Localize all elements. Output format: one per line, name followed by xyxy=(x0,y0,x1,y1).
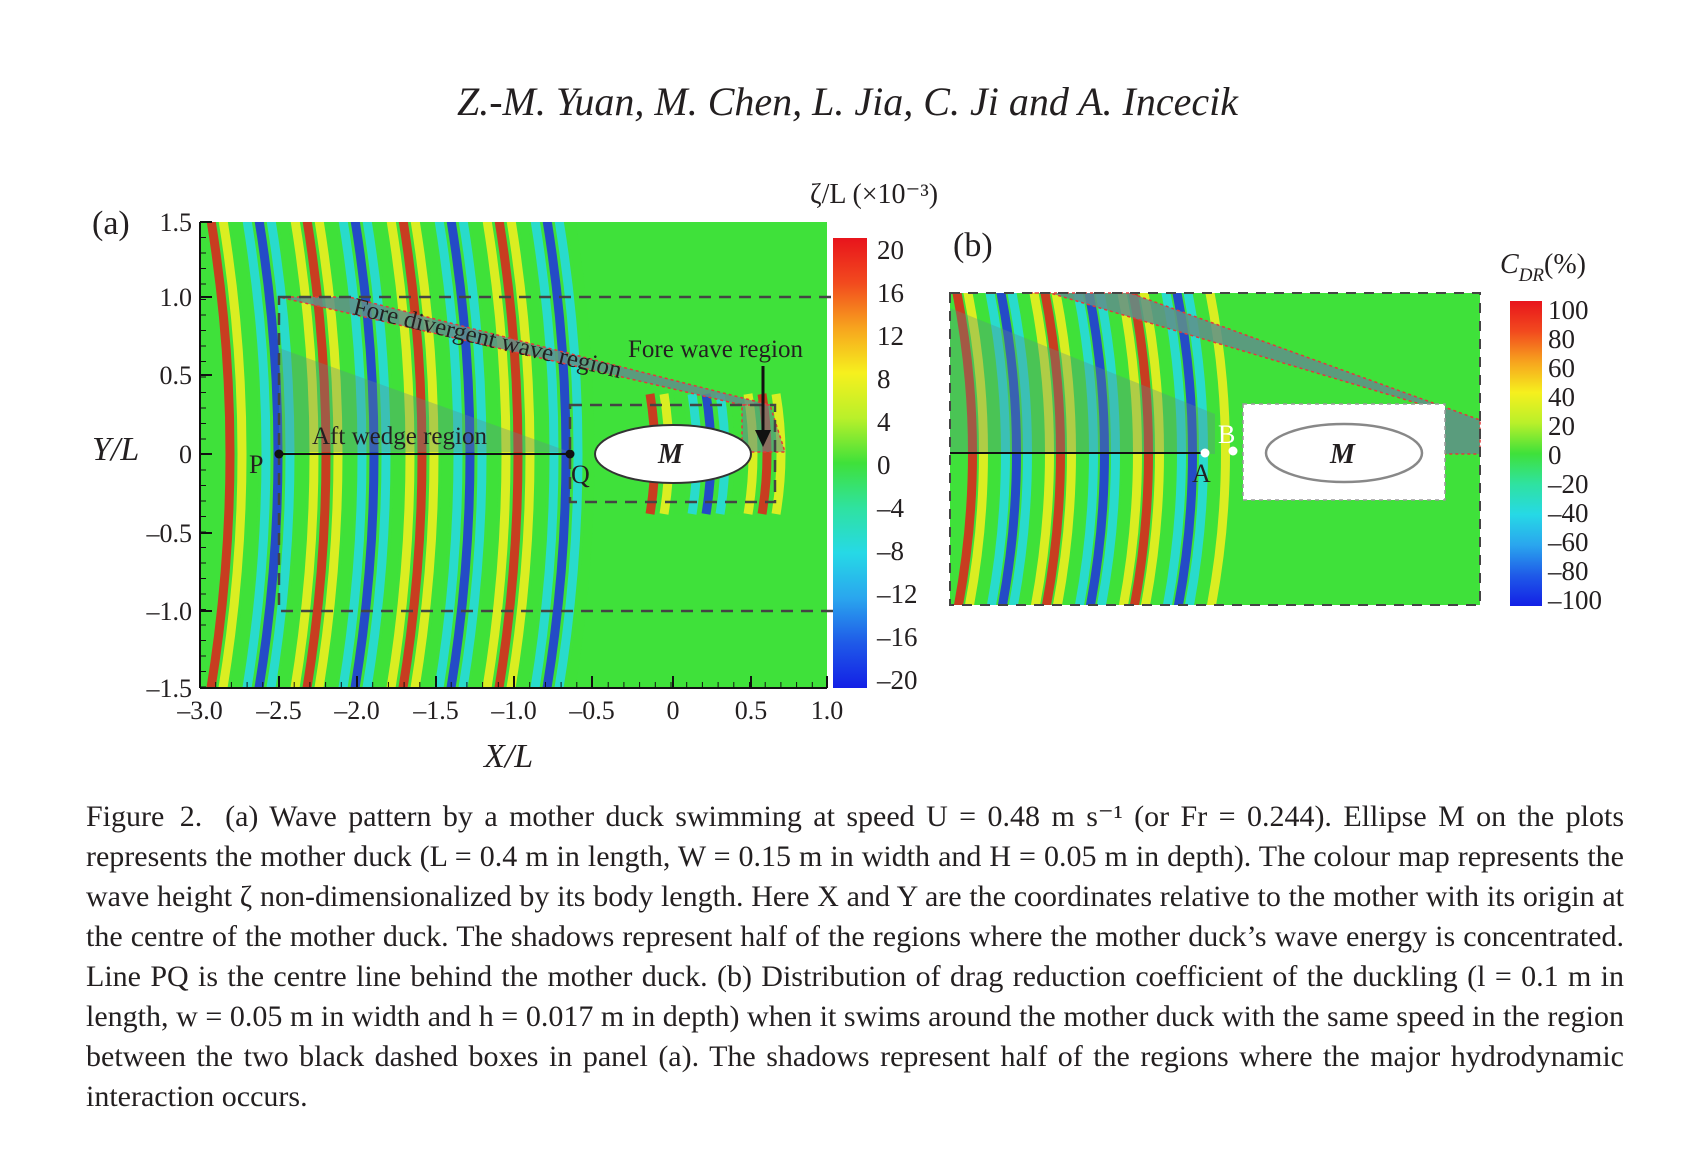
point-b xyxy=(1228,446,1238,456)
colorbar-tick-label: –4 xyxy=(876,493,905,523)
x-tick-label: –0.5 xyxy=(568,696,615,725)
point-a xyxy=(1200,448,1210,458)
mother-duck-ellipse-b xyxy=(1264,422,1424,484)
panel-a-figure: 1.51.00.50–0.5–1.0–1.5–3.0 –2.5 –2.0 –1.5 –1… xyxy=(92,179,1602,775)
x-axis-label: X/L xyxy=(482,738,533,775)
colorbar-tick-label: 80 xyxy=(1548,324,1575,354)
y-axis-label: Y/L xyxy=(92,431,139,468)
label-m-b: M xyxy=(1329,439,1356,470)
colorbar-tick-label: 8 xyxy=(877,364,891,394)
x-tick-label: 0 xyxy=(667,696,680,725)
wave-crest xyxy=(242,222,271,688)
y-tick-label: 0 xyxy=(179,440,192,469)
inner-dashed-box xyxy=(568,403,777,504)
colorbar-tick-label: –100 xyxy=(1547,585,1602,615)
colorbar-tick-label: –12 xyxy=(876,579,918,609)
running-header: Z.-M. Yuan, M. Chen, L. Jia, C. Ji and A… xyxy=(456,79,1239,124)
wave-crest xyxy=(566,222,595,688)
label-fore-wave: Fore wave region xyxy=(628,336,803,363)
x-tick-label: –2.0 xyxy=(333,696,380,725)
colorbar-tick-label: 4 xyxy=(877,407,891,437)
fore-wave-arrow-head xyxy=(755,430,771,447)
point-q xyxy=(565,449,575,459)
colorbar-tick-label: –40 xyxy=(1547,498,1589,528)
label-m-a: M xyxy=(657,439,684,470)
caption-lead: Figure 2. xyxy=(86,800,203,833)
y-tick-label: –0.5 xyxy=(146,519,193,548)
y-tick-label: –1.5 xyxy=(146,674,193,703)
point-p xyxy=(274,449,284,459)
colorbar-tick-label: 40 xyxy=(1548,382,1575,412)
panel-b-frame xyxy=(949,292,1481,606)
colorbar-tick-label: –80 xyxy=(1547,556,1589,586)
caption-text: (a) Wave pattern by a mother duck swimmi… xyxy=(86,800,1625,1113)
colorbar-tick-label: 12 xyxy=(877,321,904,351)
label-b: B xyxy=(1218,420,1235,449)
aft-wedge-shadow xyxy=(279,348,570,452)
y-tick-label: 1.0 xyxy=(160,283,193,312)
mother-duck-ellipse-a xyxy=(594,424,752,484)
colorbar-b xyxy=(1510,301,1542,606)
wave-crest xyxy=(771,393,786,515)
wave-crest xyxy=(218,222,247,688)
colorbar-tick-label: 16 xyxy=(877,278,904,308)
panel-a-axes: 1.51.00.50–0.5–1.0–1.5–3.0 –2.5 –2.0 –1.5 –1… xyxy=(146,208,844,725)
colorbar-tick-label: –20 xyxy=(876,665,918,695)
y-tick-label: 0.5 xyxy=(160,361,193,390)
x-tick-label: –1.0 xyxy=(490,696,537,725)
colorbar-tick-label: –60 xyxy=(1547,527,1589,557)
colorbar-tick-label: 20 xyxy=(877,235,904,265)
x-tick-label: 1.0 xyxy=(811,696,844,725)
y-tick-label: –1.0 xyxy=(146,597,193,626)
label-p: P xyxy=(249,450,263,479)
label-aft-wedge: Aft wedge region xyxy=(312,423,487,450)
label-a: A xyxy=(1192,459,1211,488)
colorbar-a-title: ζ/L (×10⁻³) xyxy=(810,179,938,210)
colorbar-tick-label: 60 xyxy=(1548,353,1575,383)
colorbar-tick-label: 100 xyxy=(1548,295,1589,325)
colorbar-tick-label: 20 xyxy=(1548,411,1575,441)
label-q: Q xyxy=(571,460,590,489)
colorbar-tick-label: 0 xyxy=(1548,440,1562,470)
colorbar-tick-label: –16 xyxy=(876,622,918,652)
x-tick-label: 0.5 xyxy=(735,696,768,725)
x-tick-label: –3.0 xyxy=(176,696,223,725)
figure-caption: Figure 2. (a) Wave pattern by a mother d… xyxy=(86,797,1624,1117)
colorbar-tick-label: –20 xyxy=(1547,469,1589,499)
colorbar-a-ticks: 20 16 12 8 4 0 –4 –8 –12 –16 –20 xyxy=(876,235,918,695)
colorbar-a xyxy=(833,238,867,688)
panel-b-shadow-upper xyxy=(1030,292,1481,455)
y-tick-label: 1.5 xyxy=(160,208,193,237)
colorbar-tick-label: 0 xyxy=(877,450,891,480)
colorbar-tick-label: –8 xyxy=(876,536,904,566)
colorbar-b-title: CDR(%) xyxy=(1500,249,1586,286)
wave-crest xyxy=(554,222,583,688)
panel-b-label: (b) xyxy=(953,227,993,264)
x-tick-label: –1.5 xyxy=(412,696,459,725)
panel-b-shadow-left xyxy=(950,308,1215,454)
wave-crest xyxy=(206,222,235,688)
x-tick-label: –2.5 xyxy=(255,696,302,725)
wave-crest xyxy=(230,222,259,688)
panel-a-label: (a) xyxy=(92,205,130,242)
